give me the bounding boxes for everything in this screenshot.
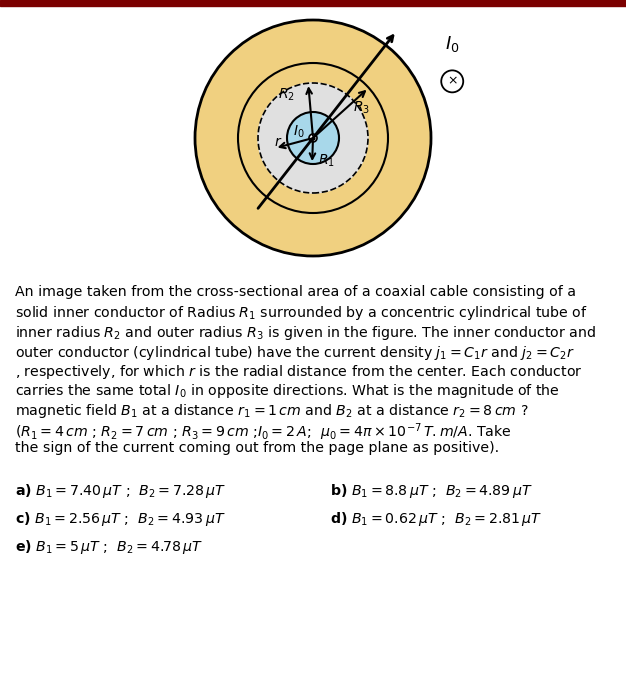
Text: $\mathbf{d)}$ $B_1 = 0.62\,\mu T$ ;  $B_2 = 2.81\,\mu T$: $\mathbf{d)}$ $B_1 = 0.62\,\mu T$ ; $B_2… — [330, 511, 542, 528]
Text: the sign of the current coming out from the page plane as positive).: the sign of the current coming out from … — [15, 441, 499, 455]
Text: outer conductor (cylindrical tube) have the current density $j_1 = C_1r$ and $j_: outer conductor (cylindrical tube) have … — [15, 344, 575, 361]
Circle shape — [195, 20, 431, 256]
Text: , respectively, for which $r$ is the radial distance from the center. Each condu: , respectively, for which $r$ is the rad… — [15, 363, 583, 381]
Circle shape — [238, 63, 388, 213]
Text: $I_0$: $I_0$ — [445, 34, 459, 54]
Text: $\mathbf{b)}$ $B_1 = 8.8\,\mu T$ ;  $B_2 = 4.89\,\mu T$: $\mathbf{b)}$ $B_1 = 8.8\,\mu T$ ; $B_2 … — [330, 483, 533, 500]
Text: $R_3$: $R_3$ — [352, 100, 369, 116]
Circle shape — [287, 112, 339, 164]
Text: $\times$: $\times$ — [447, 75, 458, 88]
Text: solid inner conductor of Radius $R_1$ surrounded by a concentric cylindrical tub: solid inner conductor of Radius $R_1$ su… — [15, 304, 588, 323]
Text: $\mathbf{c)}$ $B_1 = 2.56\,\mu T$ ;  $B_2 = 4.93\,\mu T$: $\mathbf{c)}$ $B_1 = 2.56\,\mu T$ ; $B_2… — [15, 511, 225, 528]
Text: $R_2$: $R_2$ — [278, 87, 295, 103]
Circle shape — [309, 134, 317, 142]
Text: $r$: $r$ — [274, 135, 283, 149]
Circle shape — [258, 83, 368, 193]
Text: magnetic field $B_1$ at a distance $r_1 = 1\,cm$ and $B_2$ at a distance $r_2 = : magnetic field $B_1$ at a distance $r_1 … — [15, 402, 528, 420]
Circle shape — [238, 63, 388, 213]
Bar — [0, 0, 626, 6]
Text: $I_0$: $I_0$ — [294, 124, 305, 140]
Text: $(R_1 = 4\,cm$ ; $R_2 = 7\,cm$ ; $R_3 = 9\,cm$ ;$I_0 = 2\,A$;  $\mu_0 = 4\pi\tim: $(R_1 = 4\,cm$ ; $R_2 = 7\,cm$ ; $R_3 = … — [15, 422, 511, 443]
Text: $\mathbf{e)}$ $B_1 = 5\,\mu T$ ;  $B_2 = 4.78\,\mu T$: $\mathbf{e)}$ $B_1 = 5\,\mu T$ ; $B_2 = … — [15, 538, 203, 557]
Text: An image taken from the cross-sectional area of a coaxial cable consisting of a: An image taken from the cross-sectional … — [15, 285, 576, 299]
Text: inner radius $R_2$ and outer radius $R_3$ is given in the figure. The inner cond: inner radius $R_2$ and outer radius $R_3… — [15, 324, 596, 342]
Text: $R_1$: $R_1$ — [318, 153, 335, 169]
Text: carries the same total $I_0$ in opposite directions. What is the magnitude of th: carries the same total $I_0$ in opposite… — [15, 382, 560, 401]
Text: $\mathbf{a)}$ $B_1 = 7.40\,\mu T$ ;  $B_2 = 7.28\,\mu T$: $\mathbf{a)}$ $B_1 = 7.40\,\mu T$ ; $B_2… — [15, 483, 226, 500]
Circle shape — [441, 71, 463, 92]
